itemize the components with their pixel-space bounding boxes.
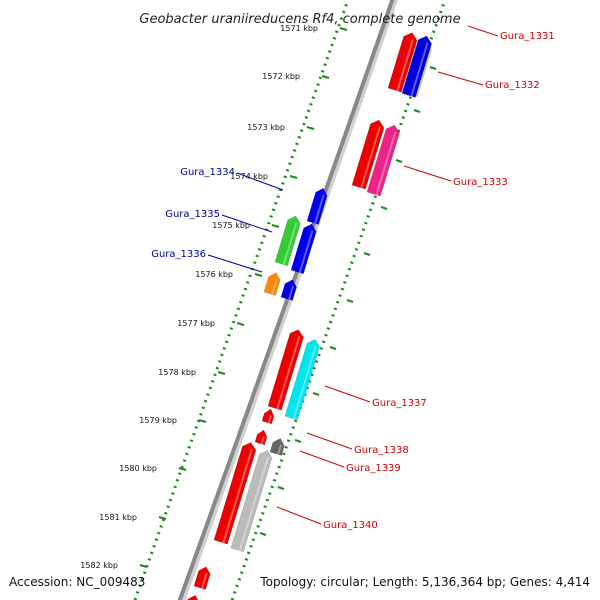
gene-arrow-gura-1337[interactable] xyxy=(267,329,304,411)
tick-label: 1575 kbp xyxy=(212,221,250,230)
inner-tick-mark xyxy=(413,109,421,113)
genome-backbone xyxy=(177,0,395,600)
gene-arrow-gura-1339-grey[interactable] xyxy=(269,438,285,456)
tick-label: 1574 kbp xyxy=(230,172,268,181)
inner-tick-mark xyxy=(380,206,388,210)
gene-label[interactable]: Gura_1338 xyxy=(354,445,409,456)
inner-tick-mark xyxy=(277,486,285,490)
inner-tick-mark xyxy=(395,159,403,163)
callout-line xyxy=(324,385,371,403)
inner-tick-mark xyxy=(429,66,437,70)
gene-arrow-gura-1340[interactable] xyxy=(213,442,257,545)
gene-arrow-gura-1333a[interactable] xyxy=(351,119,385,190)
tick-mark xyxy=(178,467,187,471)
inner-tick-rail xyxy=(230,0,447,600)
tick-mark xyxy=(254,273,263,277)
callout-line xyxy=(467,25,499,37)
tick-label: 1582 kbp xyxy=(80,561,118,570)
gene-arrow-gura-1336[interactable] xyxy=(280,279,297,301)
callout-line xyxy=(236,172,284,191)
genome-summary-text: Topology: circular; Length: 5,136,364 bp… xyxy=(259,575,590,589)
tick-label: 1573 kbp xyxy=(247,123,285,132)
callout-line xyxy=(403,165,452,182)
inner-tick-mark xyxy=(312,392,320,396)
gene-label[interactable]: Gura_1333 xyxy=(453,177,508,188)
tick-label: 1578 kbp xyxy=(158,368,196,377)
gene-arrow-gura-1333[interactable] xyxy=(366,124,400,197)
tick-mark xyxy=(236,322,245,326)
gene-label[interactable]: Gura_1334 xyxy=(180,167,235,178)
gene-label[interactable]: Gura_1340 xyxy=(323,520,378,531)
gene-label[interactable]: Gura_1339 xyxy=(346,463,401,474)
tick-mark xyxy=(339,27,348,31)
inner-tick-mark xyxy=(259,532,267,536)
gene-arrow-gura-1335[interactable] xyxy=(290,223,317,275)
outer-tick-rail xyxy=(133,0,350,600)
inner-tick-mark xyxy=(346,299,354,303)
gene-arrow-gura-1332[interactable] xyxy=(401,35,432,98)
tick-label: 1581 kbp xyxy=(99,513,137,522)
callout-line xyxy=(306,432,353,450)
inner-tick-mark xyxy=(363,252,371,256)
tick-mark xyxy=(217,371,226,375)
tick-label: 1577 kbp xyxy=(177,319,215,328)
gene-arrow-gura-1338[interactable] xyxy=(261,408,275,425)
gene-arrow-gura-1337-cyan[interactable] xyxy=(284,339,320,421)
tick-mark xyxy=(139,564,148,568)
gene-label[interactable]: Gura_1331 xyxy=(500,31,555,42)
gene-arrow-gura-1334[interactable] xyxy=(306,187,328,225)
gene-arrow-gura-1331[interactable] xyxy=(387,32,418,93)
tick-mark xyxy=(306,126,315,130)
gene-arrow-gura-1336-orange[interactable] xyxy=(263,272,281,296)
accession-text: Accession: NC_009483 xyxy=(9,575,145,589)
callout-line xyxy=(276,506,322,525)
gene-arrow-gura-1339[interactable] xyxy=(254,429,268,446)
tick-label: 1572 kbp xyxy=(262,72,300,81)
tick-mark xyxy=(271,224,280,228)
callout-line xyxy=(299,450,345,468)
callout-line xyxy=(437,71,484,86)
tick-mark xyxy=(321,75,330,79)
gene-label[interactable]: Gura_1336 xyxy=(151,249,206,260)
callout-line xyxy=(221,214,273,233)
gene-arrow-gura-1335-green[interactable] xyxy=(274,215,301,267)
tick-label: 1579 kbp xyxy=(139,416,177,425)
gene-arrow-lower[interactable] xyxy=(193,566,211,590)
gene-arrow-gura-1340-grey[interactable] xyxy=(230,450,273,553)
callout-line xyxy=(207,254,263,273)
gene-label[interactable]: Gura_1332 xyxy=(485,80,540,91)
tick-mark xyxy=(158,516,167,520)
gene-label[interactable]: Gura_1335 xyxy=(165,209,220,220)
tick-mark xyxy=(198,419,207,423)
gene-label[interactable]: Gura_1337 xyxy=(372,398,427,409)
inner-tick-mark xyxy=(294,439,302,443)
gene-arrow-bottom[interactable] xyxy=(186,594,199,600)
tick-label: 1580 kbp xyxy=(119,464,157,473)
map-title: Geobacter uraniireducens Rf4, complete g… xyxy=(139,12,460,27)
tick-label: 1571 kbp xyxy=(280,24,318,33)
tick-label: 1576 kbp xyxy=(195,270,233,279)
tick-mark xyxy=(289,175,298,179)
inner-tick-mark xyxy=(329,346,337,350)
